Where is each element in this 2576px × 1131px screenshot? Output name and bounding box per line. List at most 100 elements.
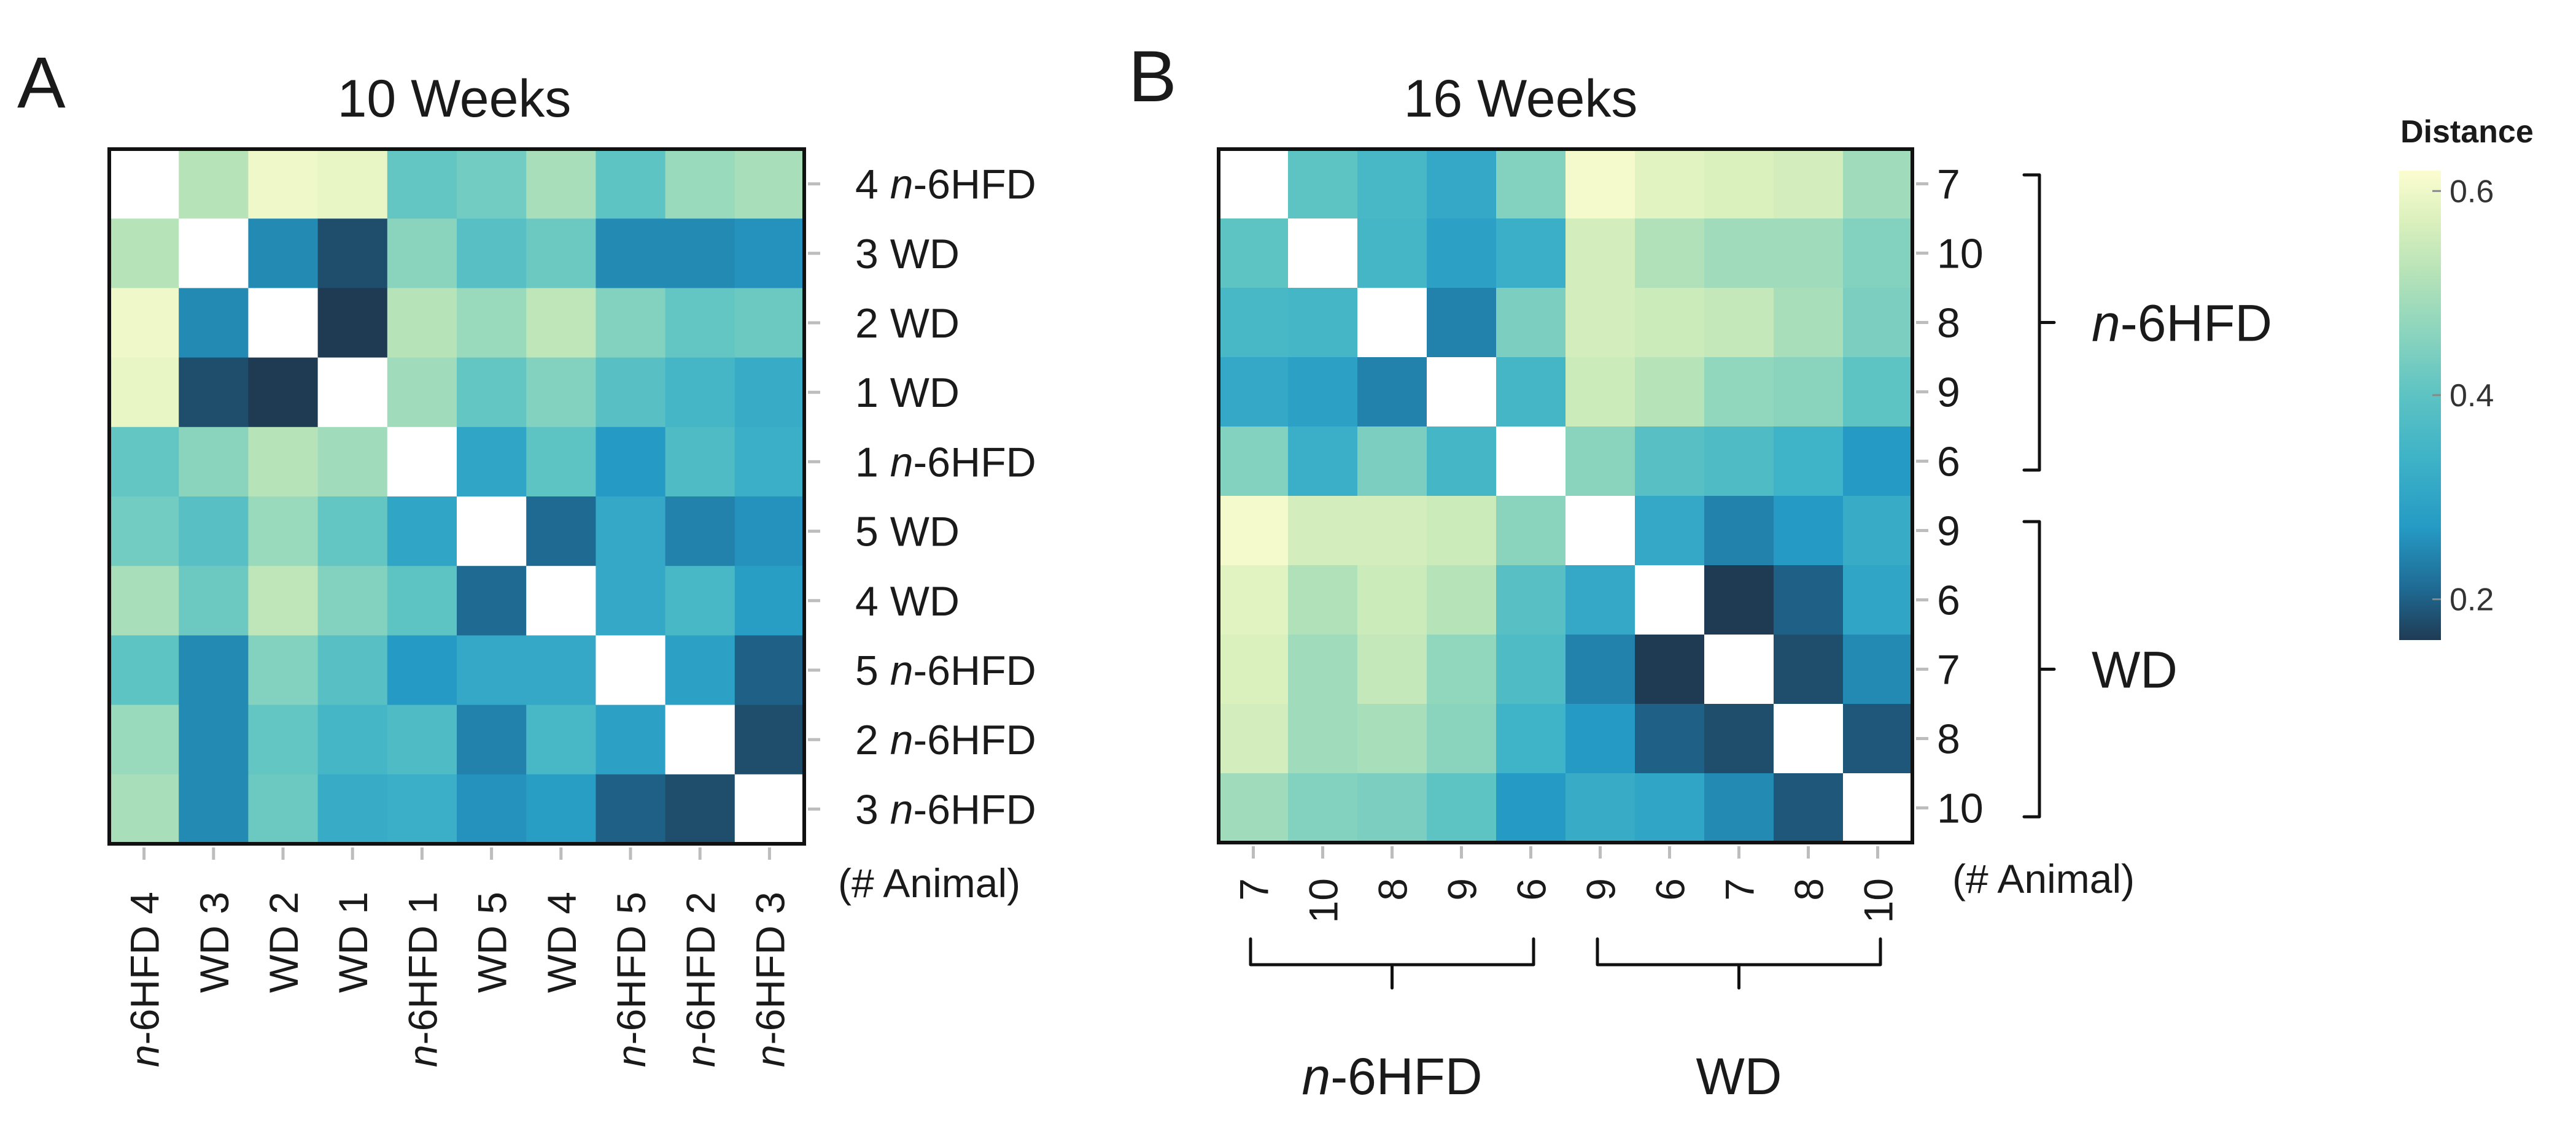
panel-a-axis-note: (# Animal)	[838, 860, 1020, 906]
col-label: 9	[1440, 878, 1485, 901]
heatmap-cell	[457, 218, 527, 288]
col-label: WD 1	[330, 892, 376, 993]
heatmap-cell	[1635, 496, 1705, 566]
heatmap-cell	[665, 496, 735, 566]
row-label: 7	[1937, 161, 1960, 208]
heatmap-cell	[109, 218, 179, 288]
colorbar: Distance 0.6 0.4 0.2	[2399, 114, 2534, 640]
heatmap-cell	[1288, 773, 1358, 843]
heatmap-cell	[1774, 496, 1844, 566]
heatmap-cell	[109, 635, 179, 706]
col-label: n-6HFD 5	[608, 892, 654, 1067]
heatmap-cell	[1565, 635, 1635, 704]
col-label: 8	[1787, 878, 1832, 901]
row-label: 4 WD	[855, 578, 960, 625]
heatmap-cell	[665, 288, 735, 358]
heatmap-cell	[1427, 496, 1497, 566]
heatmap-cell	[1635, 635, 1705, 704]
heatmap-cell	[1704, 149, 1774, 219]
heatmap-cell	[109, 496, 179, 566]
row-label: 4 n-6HFD	[855, 161, 1036, 208]
heatmap-cell	[1357, 704, 1427, 774]
heatmap-cell	[109, 149, 179, 219]
row-label: 7	[1937, 647, 1960, 693]
heatmap-cell	[248, 635, 319, 706]
heatmap-cell	[248, 704, 319, 775]
heatmap-cell	[248, 357, 319, 428]
heatmap-cell	[526, 288, 596, 358]
heatmap-cell	[248, 149, 319, 219]
heatmap-cell	[596, 149, 666, 219]
row-label: 1 WD	[855, 369, 960, 416]
heatmap-cell	[526, 774, 596, 844]
row-label: 10	[1937, 231, 1984, 277]
panel-a-title: 10 Weeks	[338, 69, 572, 128]
heatmap-cell	[387, 288, 457, 358]
row-label: 2 WD	[855, 300, 960, 347]
heatmap-cell	[1635, 704, 1705, 774]
heatmap-cell	[1774, 218, 1844, 288]
col-label: 6	[1509, 878, 1554, 901]
heatmap-cell	[1427, 635, 1497, 704]
heatmap-cell	[1357, 357, 1427, 427]
panel-b-row-groups: n-6HFD WD	[2022, 173, 2272, 819]
heatmap-cell	[734, 566, 805, 636]
col-label: WD 4	[539, 892, 584, 993]
heatmap-cell	[734, 704, 805, 775]
heatmap-cell	[457, 566, 527, 636]
heatmap-cell	[1219, 496, 1289, 566]
heatmap-cell	[248, 427, 319, 497]
heatmap-cell	[1843, 149, 1913, 219]
heatmap-cell	[248, 496, 319, 566]
col-group-label: WD	[1696, 1048, 1782, 1105]
heatmap-cell	[457, 357, 527, 428]
heatmap-cell	[1843, 427, 1913, 496]
heatmap-cell	[109, 427, 179, 497]
col-label: 7	[1232, 878, 1277, 901]
heatmap-cell	[1219, 218, 1289, 288]
heatmap-cell	[109, 288, 179, 358]
heatmap-cell	[1496, 704, 1566, 774]
heatmap-cell	[1704, 773, 1774, 843]
heatmap-cell	[665, 218, 735, 288]
row-group-label: WD	[2092, 641, 2178, 699]
col-label: 8	[1370, 878, 1416, 901]
heatmap-cell	[1427, 704, 1497, 774]
heatmap-cell	[1704, 635, 1774, 704]
col-group-label: n-6HFD	[1302, 1048, 1482, 1105]
heatmap-cell	[1704, 565, 1774, 635]
row-label: 2 n-6HFD	[855, 717, 1036, 763]
heatmap-cell	[1357, 149, 1427, 219]
heatmap-cell	[1635, 565, 1705, 635]
heatmap-cell	[1288, 357, 1358, 427]
heatmap-cell	[179, 566, 249, 636]
heatmap-cell	[1565, 496, 1635, 566]
panel-a-row-labels: 4 n-6HFD 3 WD 2 WD 1 WD 1 n-6HFD 5 WD 4 WD 5 n-…	[808, 161, 1036, 833]
col-label: 10	[1301, 878, 1346, 923]
heatmap-cell	[665, 566, 735, 636]
heatmap-cell	[1774, 704, 1844, 774]
heatmap-cell	[317, 218, 388, 288]
heatmap-cell	[109, 357, 179, 428]
heatmap-frame	[1217, 147, 1914, 844]
panel-b-col-labels: 7 10 8 9 6 9 6 7 8 10	[1232, 846, 1901, 923]
heatmap-cell	[248, 218, 319, 288]
heatmap-cell	[596, 218, 666, 288]
col-label: 9	[1578, 878, 1624, 901]
heatmap-cell	[1843, 704, 1913, 774]
row-label: 9	[1937, 369, 1960, 416]
heatmap-cell	[1843, 773, 1913, 843]
panel-a-heatmap	[107, 147, 806, 846]
heatmap-cell	[1774, 773, 1844, 843]
heatmap-cell	[387, 149, 457, 219]
heatmap-cell	[457, 704, 527, 775]
panel-b-heatmap	[1217, 147, 1914, 844]
heatmap-cell	[1704, 357, 1774, 427]
row-label: 3 WD	[855, 231, 960, 277]
heatmap-cell	[1427, 357, 1497, 427]
heatmap-cell	[734, 288, 805, 358]
heatmap-cell	[1843, 357, 1913, 427]
col-label: n-6HFD 4	[122, 892, 168, 1067]
heatmap-cell	[317, 635, 388, 706]
heatmap-cell	[526, 566, 596, 636]
